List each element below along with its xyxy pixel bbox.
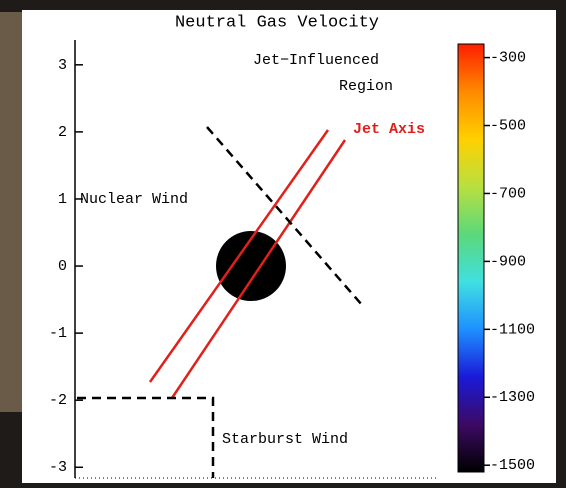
y-tick-label: 2 (58, 124, 67, 141)
y-tick-label: -2 (49, 392, 67, 409)
jet-line (170, 139, 347, 399)
annotation: Nuclear Wind (80, 191, 188, 208)
annotation: Jet−Influenced (253, 52, 379, 69)
jet-line (148, 129, 330, 383)
colorbar (457, 43, 485, 473)
y-tick-label: 0 (58, 258, 67, 275)
colorbar-tick-label: -700 (490, 185, 526, 202)
annotation: Starburst Wind (222, 431, 348, 448)
y-tick-label: -1 (49, 325, 67, 342)
label-bg (78, 188, 228, 210)
y-tick-label: -3 (49, 459, 67, 476)
annotation: Jet Axis (353, 121, 425, 138)
dashed-box (77, 396, 215, 478)
chart-title: Neutral Gas Velocity (175, 13, 379, 32)
y-tick-label: 3 (58, 57, 67, 74)
annotation: Region (339, 78, 393, 95)
colorbar-tick-label: -300 (490, 50, 526, 67)
colorbar-tick-label: -900 (490, 253, 526, 270)
colorbar-tick-label: -500 (490, 117, 526, 134)
nucleus (216, 231, 286, 301)
colorbar-tick-label: -1100 (490, 321, 535, 338)
dashed-line (206, 126, 363, 306)
y-tick-label: 1 (58, 191, 67, 208)
colorbar-tick-label: -1500 (490, 457, 535, 474)
colorbar-tick-label: -1300 (490, 389, 535, 406)
photo-strip (0, 12, 24, 412)
